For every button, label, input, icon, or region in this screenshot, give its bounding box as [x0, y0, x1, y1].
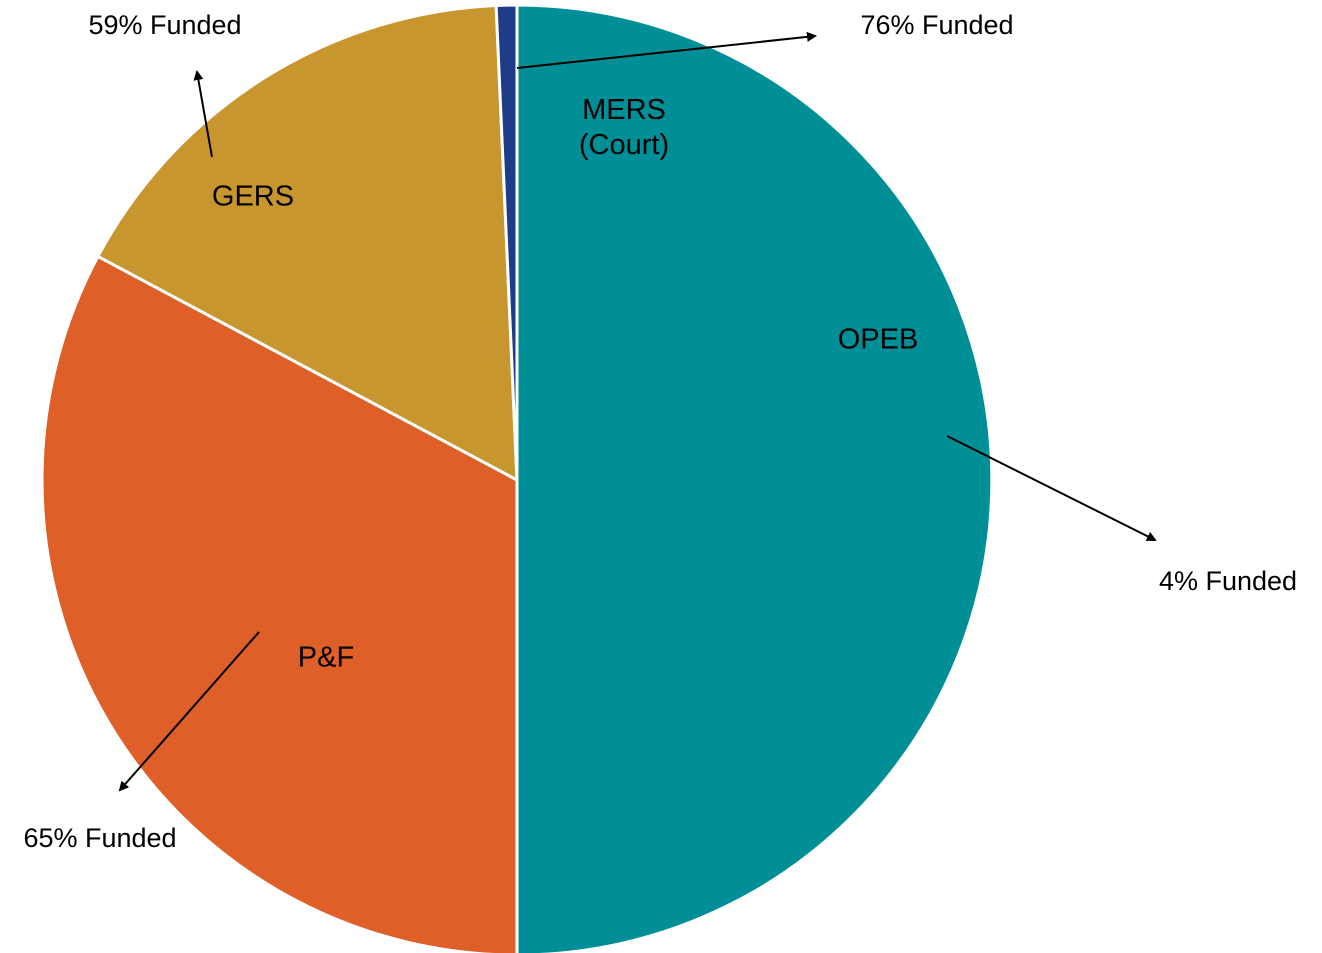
pie-slice [494, 3, 519, 481]
pie-slice [40, 254, 519, 953]
slice-label: OPEB [837, 323, 919, 356]
annotation: 76% Funded [860, 10, 1013, 40]
pie-slice [515, 3, 994, 953]
annotation: 59% Funded [88, 10, 241, 40]
callout-arrow [193, 70, 213, 158]
callout-arrow [946, 435, 1157, 541]
slice-label: P&F [297, 641, 355, 674]
slice-label: MERS (Court) [578, 94, 670, 161]
pie-slice [95, 3, 519, 483]
annotation: 4% Funded [1159, 566, 1297, 596]
slice-label: GERS [211, 180, 295, 213]
callout-arrow [118, 631, 260, 792]
callout-arrow [516, 31, 817, 69]
annotation: 65% Funded [23, 823, 176, 853]
